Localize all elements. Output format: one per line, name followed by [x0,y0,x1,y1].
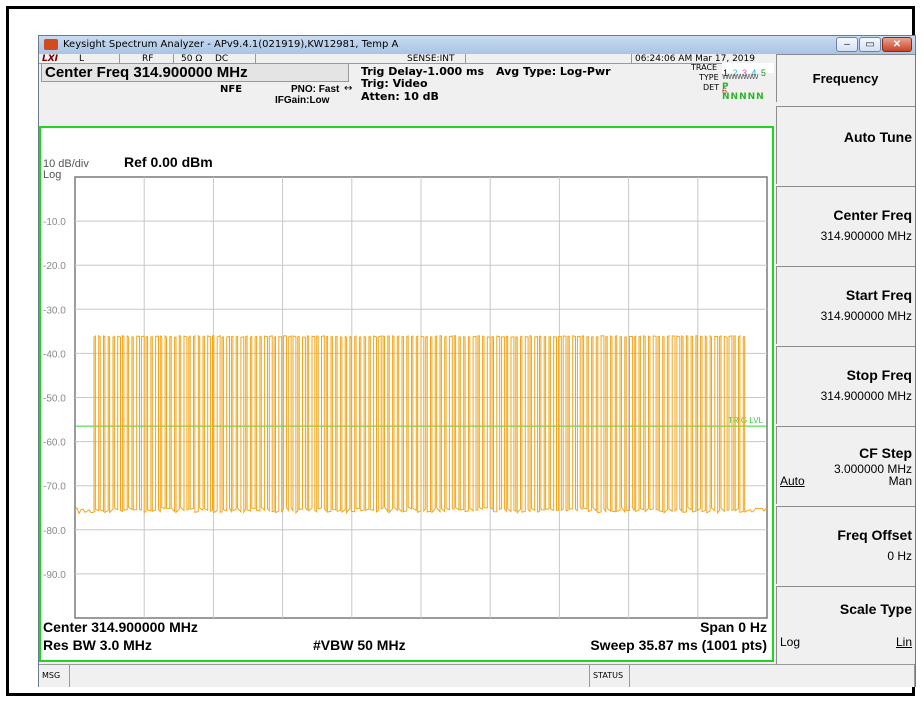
pno-label: PNO: Fast [291,84,340,95]
y-tick-label: -50.0 [43,394,66,405]
scale-type-log: Log [780,635,801,649]
divider [119,54,120,64]
start-freq-value: 314.900000 MHz [820,309,912,323]
y-tick-label: -90.0 [43,570,66,581]
y-tick-label: -10.0 [43,217,66,228]
trace-2: 2 [732,68,738,78]
divider [173,54,174,64]
trace-numbers: 1 2 3 4 5 6 [722,63,774,96]
msg-label: MSG [39,665,70,687]
auto-tune-label: Auto Tune [843,129,912,145]
center-freq-softkey-value: 314.900000 MHz [820,229,912,243]
y-tick-label: -30.0 [43,305,66,316]
cf-step-button[interactable]: CF Step 3.000000 MHz Auto Man [776,426,915,504]
status-area [630,665,915,687]
cf-step-label: CF Step [859,445,912,461]
freq-offset-label: Freq Offset [837,527,912,543]
status-label: STATUS [590,665,630,687]
start-freq-label: Start Freq [845,287,912,303]
type-label: TYPE [699,73,719,82]
det-label: DET [703,83,720,92]
avg-type: Avg Type: Log-Pwr [496,65,611,78]
trig-source: Trig: Video [361,77,428,90]
measurement-header: LXI L RF 50 Ω DC SENSE:INT 06:24:06 AM M… [39,54,774,126]
divider [465,54,466,64]
rbw-footer: Res BW 3.0 MHz [43,637,152,653]
y-tick-label: -20.0 [43,261,66,272]
message-area [70,665,590,687]
reference-level: Ref 0.00 dBm [124,154,213,170]
softkey-panel: Frequency Auto Tune Center Freq 314.9000… [776,54,915,674]
scale-type-button[interactable]: Scale Type Log Lin [776,586,915,664]
span-footer: Span 0 Hz [700,619,767,635]
stop-freq-value: 314.900000 MHz [820,389,912,403]
menu-title-label: Frequency [812,71,879,86]
center-freq-readout: Center Freq 314.900000 MHz [45,64,248,81]
scale-type-lin: Lin [895,635,912,649]
attenuation: Atten: 10 dB [361,90,439,103]
log-scale-label: Log [43,169,61,181]
stop-freq-button[interactable]: Stop Freq 314.900000 MHz [776,346,915,424]
y-tick-label: -40.0 [43,349,66,360]
status-bar: MSG STATUS [39,664,915,687]
trace-4: 4 [751,68,757,78]
freq-offset-value: 0 Hz [887,549,912,563]
window-title: Keysight Spectrum Analyzer - APv9.4.1(02… [63,39,399,50]
center-freq-button[interactable]: Center Freq 314.900000 MHz [776,186,915,264]
center-freq-softkey-label: Center Freq [833,207,912,223]
measurement-display: 10 dB/div Ref 0.00 dBm Log -10.0 -20.0 -30… [39,126,774,662]
nfe-label: NFE [220,84,243,95]
cf-step-man: Man [888,474,912,488]
minimize-button[interactable]: – [836,37,858,52]
title-bar[interactable]: Keysight Spectrum Analyzer - APv9.4.1(02… [39,36,915,54]
app-icon [44,39,58,50]
sweep-footer: Sweep 35.87 ms (1001 pts) [590,637,767,653]
auto-tune-button[interactable]: Auto Tune [776,106,915,184]
freq-offset-button[interactable]: Freq Offset 0 Hz [776,506,915,584]
cf-step-auto: Auto [780,474,805,488]
trace-plot: 10 dB/div Ref 0.00 dBm Log -10.0 -20.0 -30… [43,154,768,653]
header-rule [39,63,774,64]
y-tick-label: -70.0 [43,482,66,493]
center-frequency-footer: Center 314.900000 MHz [43,619,198,635]
trace-1-waveform [74,334,768,515]
impedance: 50 Ω [181,54,203,64]
divider [631,54,632,64]
screenshot-frame: Keysight Spectrum Analyzer - APv9.4.1(02… [6,6,916,696]
trace-line [74,334,768,515]
trace-3: 3 [741,68,747,78]
vbw-footer: #VBW 50 MHz [313,637,406,653]
type-value: WWWWWW [722,73,759,81]
trace-5: 5 [760,68,766,78]
scale-per-div: 10 dB/div [43,158,89,170]
coupling: DC [215,54,229,64]
sense: SENSE:INT [407,54,455,64]
pno-arrow-icon: ↔ [344,83,353,94]
menu-title: Frequency [776,54,915,102]
lxi-icon: LXI [42,54,59,64]
y-tick-label: -60.0 [43,438,66,449]
trace-label: TRACE [691,63,718,72]
trace-6: 6 [722,86,728,96]
divider [255,54,256,64]
y-tick-label: -80.0 [43,526,66,537]
scale-type-label: Scale Type [839,601,912,617]
trigger-level-label: TRIG LVL [728,416,764,425]
trig-delay: Trig Delay-1.000 ms [361,65,485,78]
close-button[interactable]: ✕ [882,37,912,52]
trace-1: 1 [723,68,729,78]
det-value: P NNNNN [722,82,765,102]
cf-step-value: 3.000000 MHz [833,462,912,476]
ifgain-label: IFGain:Low [275,95,330,106]
rf-input: RF [142,54,154,64]
center-freq-box[interactable]: Center Freq 314.900000 MHz [41,63,349,82]
restore-button[interactable]: ▭ [859,37,881,52]
stop-freq-label: Stop Freq [846,367,912,383]
input-l: L [79,54,85,64]
date-time: 06:24:06 AM Mar 17, 2019 [635,54,755,64]
analyzer-window: Keysight Spectrum Analyzer - APv9.4.1(02… [38,35,916,687]
start-freq-button[interactable]: Start Freq 314.900000 MHz [776,266,915,344]
y-axis-ticks: -10.0 -20.0 -30.0 -40.0 -50.0 -60.0 -70.0 -80.0… [43,217,66,581]
